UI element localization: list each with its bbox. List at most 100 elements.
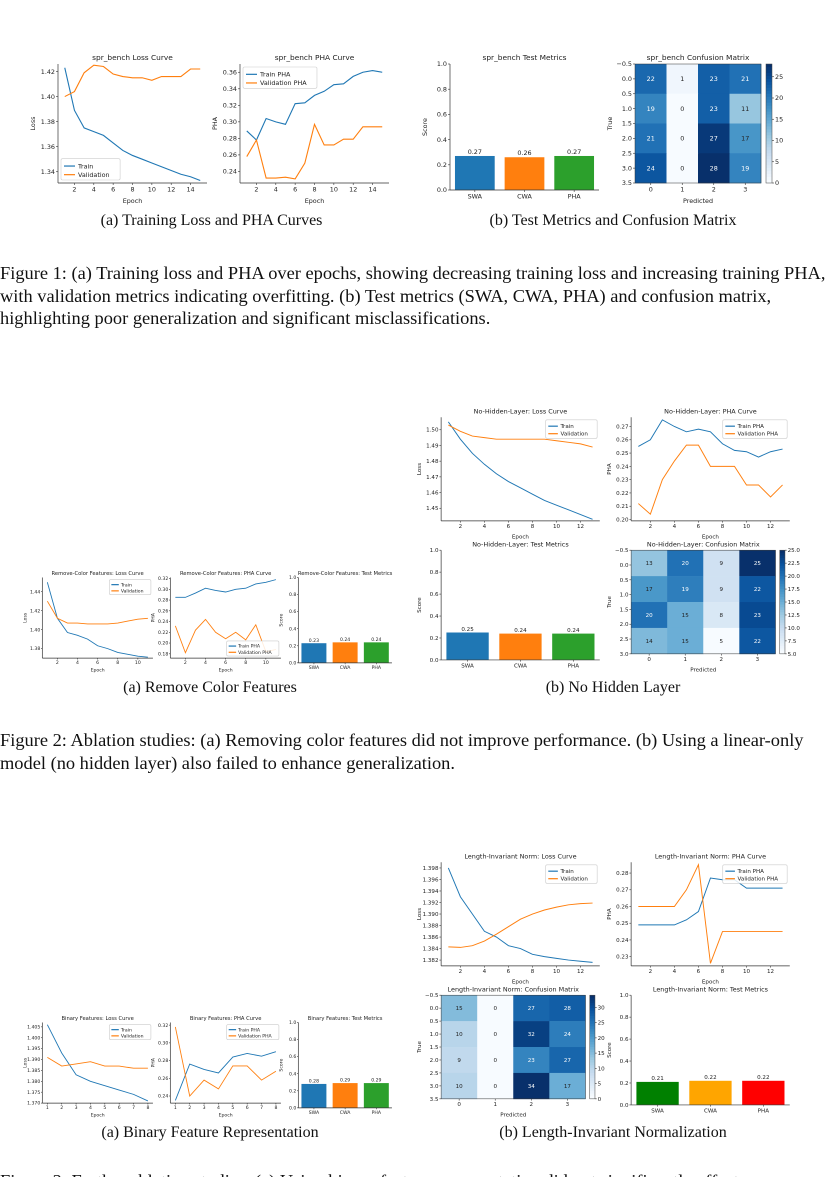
colorbar-segment — [589, 1039, 595, 1043]
y-tick-label: 0.32 — [223, 102, 237, 110]
colorbar-segment — [779, 607, 785, 611]
x-tick-label: 4 — [483, 969, 487, 975]
y-axis-label: Score — [279, 614, 285, 627]
y-tick-label: 0.5 — [430, 1019, 439, 1025]
x-tick-label: PHA — [568, 192, 582, 200]
colorbar-segment — [766, 120, 772, 124]
colorbar-frame — [779, 549, 786, 655]
colorbar-tick-label: 0 — [598, 1097, 602, 1103]
heatmap-frame — [440, 994, 586, 1100]
y-axis-label: Loss — [417, 463, 423, 475]
fig2a-caption: (a) Remove Color Features — [123, 679, 297, 696]
heatmap-cell — [513, 1021, 550, 1048]
colorbar-segment — [779, 602, 785, 606]
x-tick-label: 10 — [743, 524, 751, 530]
x-tick-label: 3 — [203, 1105, 206, 1111]
colorbar-tick-label: 10.0 — [788, 626, 801, 632]
x-tick-label: 6 — [507, 524, 511, 530]
colorbar-segment — [779, 640, 785, 644]
colorbar-segment — [766, 165, 772, 169]
heatmap-value: 23 — [754, 613, 762, 619]
y-tick-label: 0.6 — [620, 1037, 629, 1043]
fig3b-caption: (b) Length-Invariant Normalization — [499, 1124, 727, 1141]
y-tick-label: 0.36 — [223, 69, 237, 77]
colorbar-segment — [766, 102, 772, 107]
y-tick-label: 0.24 — [223, 168, 237, 176]
x-tick-label: 8 — [531, 969, 535, 975]
x-tick-label: 8 — [274, 1105, 277, 1111]
x-axis-label: Epoch — [123, 197, 143, 205]
colorbar-tick-label: 7.5 — [788, 639, 797, 645]
y-axis-label: PHA — [607, 908, 613, 920]
y-tick-label: 1.42 — [30, 608, 40, 614]
legend-label-0: Train PHA — [237, 1027, 261, 1033]
bar-value-label: 0.28 — [309, 1079, 319, 1085]
heatmap-cell — [666, 93, 699, 124]
series-line-0 — [46, 582, 148, 658]
fig1-test-metrics: spr_bench Test Metrics Score 0.0 0.2 0.4 0.6 0… — [421, 53, 599, 200]
heatmap-value: 17 — [564, 1084, 572, 1090]
y-tick-label: 1.0 — [289, 575, 296, 581]
y-tick-label: 0.4 — [437, 136, 447, 144]
y-tick-label: 2.5 — [622, 149, 632, 157]
fig2b-pha-curve: No-Hidden-Layer: PHA Curve PHA Epoch 0.20 0.… — [607, 408, 790, 540]
heatmap-value: 5 — [720, 639, 724, 645]
chart-title: Binary Features: PHA Curve — [190, 1016, 262, 1022]
colorbar-segment — [589, 1070, 595, 1074]
y-axis-label: Loss — [29, 116, 37, 131]
bar-value-label: 0.24 — [514, 628, 527, 634]
x-tick-label: 4 — [76, 660, 79, 666]
colorbar-segment — [766, 111, 772, 115]
chart-title: spr_bench Test Metrics — [482, 53, 566, 62]
y-tick-label: 0.6 — [289, 609, 296, 615]
bar-swa — [454, 155, 495, 190]
x-tick-label: 0 — [457, 1102, 461, 1108]
colorbar-segment — [589, 1075, 595, 1079]
heatmap-cell — [703, 550, 740, 577]
bar-value-label: 0.24 — [340, 637, 350, 643]
heatmap-cell — [698, 123, 730, 154]
x-tick-label: 12 — [349, 185, 357, 193]
colorbar-segment — [766, 90, 772, 95]
heatmap-value: 0 — [493, 1084, 497, 1090]
colorbar-segment — [589, 1028, 595, 1032]
fig2b-loss-curve: No-Hidden-Layer: Loss Curve Loss Epoch 1.45… — [417, 408, 600, 540]
x-tick-label: 1 — [683, 657, 687, 663]
y-tick-label: 0.24 — [158, 619, 168, 625]
x-tick-label: 7 — [260, 1105, 263, 1111]
colorbar-segment — [589, 1096, 595, 1100]
fig3b-test-metrics: Length-Invariant Norm: Test Metrics Score… — [607, 986, 790, 1114]
colorbar-segment — [766, 171, 772, 175]
x-tick-label: 5 — [103, 1105, 106, 1111]
series-line-0 — [246, 70, 383, 141]
heatmap-cell — [635, 153, 667, 184]
legend-label-1: Validation PHA — [738, 877, 779, 883]
y-tick-label: 0.21 — [616, 504, 629, 510]
x-tick-label: 8 — [116, 660, 119, 666]
x-axis-label: Epoch — [512, 979, 530, 985]
heatmap-value: 24 — [647, 164, 655, 172]
heatmap-cell — [667, 602, 704, 629]
series-line-0 — [175, 579, 277, 598]
x-tick-label: 7 — [132, 1105, 135, 1111]
heatmap-cell — [635, 123, 667, 154]
y-tick-label: 1.405 — [27, 1024, 40, 1030]
heatmap-value: 9 — [457, 1058, 461, 1064]
bar-swa — [636, 1081, 679, 1105]
y-tick-label: 0.32 — [158, 1023, 168, 1029]
fig2b-caption: (b) No Hidden Layer — [545, 679, 681, 696]
heatmap-value: 21 — [741, 75, 749, 83]
x-tick-label: 2 — [712, 185, 716, 193]
heatmap-value: 27 — [528, 1006, 536, 1012]
y-tick-label: 1.50 — [426, 428, 439, 434]
fig2a-test-metrics: Remove-Color Features: Test Metrics Score… — [279, 571, 393, 671]
colorbar-segment — [779, 617, 785, 621]
heatmap-cell — [477, 1072, 514, 1100]
y-tick-label: 1.390 — [423, 912, 439, 918]
colorbar-segment — [589, 1080, 595, 1084]
y-tick-label: 0.22 — [616, 491, 628, 497]
x-tick-label: SWA — [468, 192, 483, 200]
fig1b-caption: (b) Test Metrics and Confusion Matrix — [489, 212, 737, 229]
heatmap-cell — [549, 995, 586, 1022]
x-tick-label: 2 — [649, 524, 653, 530]
